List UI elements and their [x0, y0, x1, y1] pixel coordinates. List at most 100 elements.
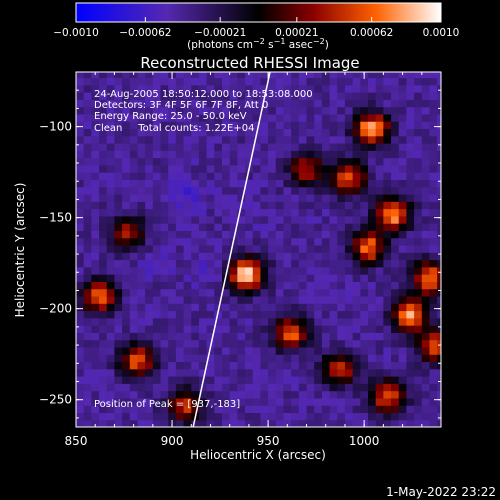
image-pixel: [283, 121, 292, 130]
image-pixel: [91, 376, 100, 384]
image-pixel: [237, 303, 246, 312]
image-pixel: [137, 208, 146, 217]
image-pixel: [398, 244, 408, 253]
image-pixel: [321, 223, 331, 231]
image-pixel: [222, 346, 231, 355]
image-pixel: [252, 419, 262, 427]
image-pixel: [122, 237, 131, 246]
image-pixel: [275, 259, 285, 268]
image-pixel: [160, 325, 169, 333]
image-pixel: [237, 113, 246, 122]
image-pixel: [245, 310, 254, 319]
image-pixel: [268, 157, 277, 166]
image-pixel: [252, 332, 262, 341]
image-pixel: [421, 193, 431, 202]
image-pixel: [314, 99, 323, 108]
image-pixel: [429, 288, 438, 297]
image-pixel: [437, 244, 441, 253]
image-pixel: [329, 143, 338, 151]
image-pixel: [122, 128, 131, 137]
image-pixel: [283, 259, 292, 268]
image-pixel: [91, 390, 100, 399]
image-pixel: [421, 215, 431, 224]
image-pixel: [91, 295, 100, 304]
image-pixel: [206, 186, 215, 195]
image-pixel: [306, 317, 315, 326]
image-pixel: [245, 72, 254, 79]
image-pixel: [429, 223, 438, 231]
image-pixel: [375, 179, 384, 188]
image-pixel: [344, 252, 354, 261]
image-pixel: [298, 106, 308, 115]
image-pixel: [122, 339, 131, 348]
image-pixel: [122, 201, 131, 210]
image-pixel: [414, 201, 423, 210]
image-pixel: [391, 223, 400, 231]
image-pixel: [344, 405, 354, 414]
image-pixel: [437, 172, 441, 181]
image-pixel: [191, 215, 200, 224]
image-pixel: [283, 128, 292, 137]
image-pixel: [183, 208, 192, 217]
image-pixel: [398, 72, 408, 79]
image-pixel: [314, 266, 323, 275]
image-pixel: [99, 325, 108, 333]
image-pixel: [344, 419, 354, 427]
image-pixel: [198, 113, 208, 122]
image-pixel: [168, 208, 177, 217]
image-pixel: [321, 339, 331, 348]
image-pixel: [206, 201, 215, 210]
image-pixel: [352, 397, 361, 406]
image-pixel: [360, 201, 369, 210]
image-pixel: [360, 179, 369, 188]
image-pixel: [291, 92, 300, 100]
image-pixel: [429, 121, 438, 130]
image-pixel: [383, 252, 392, 261]
image-pixel: [106, 419, 116, 427]
image-pixel: [268, 376, 277, 384]
image-pixel: [122, 215, 131, 224]
image-pixel: [283, 72, 292, 79]
image-pixel: [291, 325, 300, 333]
image-pixel: [298, 339, 308, 348]
image-pixel: [252, 84, 262, 93]
image-pixel: [175, 179, 185, 188]
image-pixel: [137, 193, 146, 202]
image-pixel: [152, 339, 162, 348]
image-pixel: [283, 244, 292, 253]
image-pixel: [76, 113, 85, 122]
image-pixel: [245, 397, 254, 406]
image-pixel: [129, 303, 139, 312]
image-pixel: [222, 208, 231, 217]
image-pixel: [314, 339, 323, 348]
image-pixel: [237, 405, 246, 414]
image-pixel: [421, 121, 431, 130]
image-pixel: [76, 172, 85, 181]
image-pixel: [137, 317, 146, 326]
image-pixel: [314, 354, 323, 363]
image-pixel: [398, 274, 408, 282]
image-pixel: [183, 77, 192, 86]
image-pixel: [229, 325, 238, 333]
image-pixel: [222, 361, 231, 370]
image-pixel: [106, 193, 116, 202]
image-pixel: [229, 412, 238, 421]
image-pixel: [237, 310, 246, 319]
image-pixel: [283, 135, 292, 144]
image-pixel: [260, 368, 269, 377]
image-pixel: [175, 281, 185, 290]
image-pixel: [337, 157, 346, 166]
image-pixel: [337, 310, 346, 319]
image-pixel: [222, 339, 231, 348]
image-pixel: [314, 303, 323, 312]
image-pixel: [329, 113, 338, 122]
image-pixel: [275, 121, 285, 130]
image-pixel: [252, 92, 262, 100]
plot-frame: [75, 71, 442, 428]
image-pixel: [360, 223, 369, 231]
image-pixel: [91, 157, 100, 166]
image-pixel: [152, 128, 162, 137]
image-pixel: [175, 99, 185, 108]
image-pixel: [83, 113, 92, 122]
image-pixel: [122, 99, 131, 108]
